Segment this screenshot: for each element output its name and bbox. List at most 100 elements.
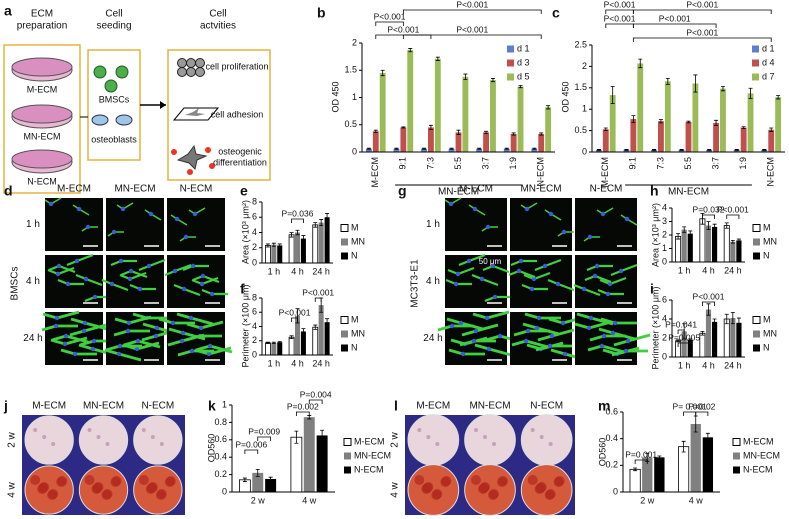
stain <box>488 490 498 500</box>
axes <box>361 43 555 153</box>
x-tick-label: 2 w <box>251 495 266 505</box>
bar <box>455 132 462 152</box>
nucleus <box>92 294 98 300</box>
stain <box>101 490 112 500</box>
legend-label: d 1 <box>762 43 775 53</box>
column-label: N-ECM <box>141 401 174 412</box>
error-bar <box>693 74 698 93</box>
y-tick-label: 2 <box>252 242 257 252</box>
cell-actin <box>123 339 161 349</box>
error-bar <box>724 222 729 229</box>
bar <box>775 97 782 152</box>
nucleus <box>188 315 194 321</box>
nucleus <box>581 286 587 292</box>
cell-actin <box>474 343 512 357</box>
significance-bracket <box>402 34 542 39</box>
bar <box>736 240 742 262</box>
axes <box>591 45 785 153</box>
y-tick-label: 2 <box>662 229 667 239</box>
significance-bracket <box>295 411 310 416</box>
nucleus <box>594 263 600 269</box>
error-bar <box>294 430 299 444</box>
x-tick-label: 4 w <box>302 495 317 505</box>
y-tick-label: 3 <box>662 216 667 226</box>
nucleus <box>192 211 198 217</box>
bar <box>393 148 400 152</box>
bar <box>630 119 637 152</box>
nucleus <box>607 281 613 287</box>
prolif-cell <box>186 67 196 77</box>
bar <box>300 238 306 263</box>
stain <box>492 442 496 446</box>
y-tick-label: 4 <box>252 321 257 331</box>
column-header: Cell <box>209 9 226 20</box>
cell-label: BMSCs <box>99 94 130 104</box>
legend-swatch <box>340 316 349 324</box>
bar <box>324 322 330 355</box>
nucleus <box>48 201 54 207</box>
bar <box>629 468 641 493</box>
significance-label: P=0.005 <box>668 332 700 342</box>
cell-actin <box>51 334 89 344</box>
nucleus <box>605 291 611 297</box>
micrograph <box>445 198 507 251</box>
bar <box>681 331 687 357</box>
nucleus <box>198 325 204 331</box>
cell-type: MC3T3-E1 <box>410 259 421 308</box>
bar <box>637 63 644 152</box>
nucleus <box>587 234 593 240</box>
legend-swatch <box>752 45 759 53</box>
well <box>133 465 183 515</box>
micrograph <box>510 255 572 308</box>
cell-actin <box>446 317 484 331</box>
bar <box>736 322 742 357</box>
error-bar <box>380 69 385 77</box>
bar <box>265 245 271 264</box>
y-tick-label: 6 <box>662 294 667 304</box>
nucleus <box>170 320 176 326</box>
stain <box>539 435 544 439</box>
axes <box>671 300 745 358</box>
legend-swatch <box>752 224 761 232</box>
legend-swatch <box>752 59 759 67</box>
error-bar <box>456 129 461 135</box>
prolif-cell <box>195 67 205 77</box>
nucleus <box>85 224 91 230</box>
x-tick-label: 1 h <box>678 265 691 275</box>
legend-label: M <box>763 314 771 324</box>
cell-actin <box>70 317 108 331</box>
legend-label: N <box>351 342 358 352</box>
dish-rim <box>11 57 73 77</box>
bar <box>642 457 653 492</box>
nucleus <box>536 315 542 321</box>
micrograph <box>445 255 507 308</box>
significance-bracket <box>634 459 648 464</box>
y-tick-label: 0.5 <box>574 125 587 135</box>
y-tick-label: 8 <box>252 196 257 206</box>
nucleus <box>134 346 140 352</box>
error-bar <box>741 126 746 129</box>
stain <box>141 428 146 432</box>
panel-letter: g <box>398 183 407 199</box>
error-bar <box>408 48 413 53</box>
panel-letter: e <box>240 183 248 199</box>
bar <box>421 148 427 152</box>
legend-swatch <box>733 452 740 460</box>
cell-actin <box>186 320 224 330</box>
significance-bracket <box>632 23 717 28</box>
error-bar <box>271 341 276 344</box>
y-tick-label: 1.5 <box>574 82 587 92</box>
box <box>3 44 81 194</box>
bar <box>657 121 664 152</box>
error-bar <box>271 242 276 247</box>
bar <box>761 149 768 152</box>
error-bar <box>313 324 318 330</box>
stain <box>553 477 564 487</box>
x-tick-label: 5:5 <box>683 157 693 170</box>
nucleus <box>492 294 498 300</box>
x-tick-label: 7:3 <box>425 157 435 170</box>
mineral <box>205 147 211 153</box>
row-label: 4 w <box>7 481 18 497</box>
column-label: M-ECM <box>416 401 450 412</box>
bar <box>300 331 306 355</box>
